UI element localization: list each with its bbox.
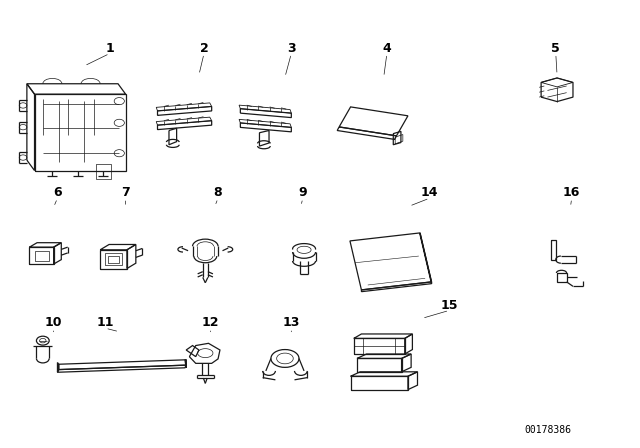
Text: 5: 5 <box>552 42 560 55</box>
Text: 10: 10 <box>45 316 62 329</box>
Text: 11: 11 <box>97 316 114 329</box>
Text: 12: 12 <box>202 316 219 329</box>
Text: 6: 6 <box>53 186 62 199</box>
Text: 00178386: 00178386 <box>524 426 571 435</box>
Text: 13: 13 <box>283 316 300 329</box>
Text: 7: 7 <box>121 186 130 199</box>
Text: 1: 1 <box>106 42 114 55</box>
Text: 8: 8 <box>214 186 222 199</box>
Text: 3: 3 <box>287 42 296 55</box>
Text: 14: 14 <box>421 186 438 199</box>
Text: 9: 9 <box>298 186 307 199</box>
Text: 16: 16 <box>563 186 580 199</box>
Text: 4: 4 <box>383 42 391 55</box>
Text: 15: 15 <box>440 298 458 311</box>
Text: 2: 2 <box>200 42 209 55</box>
